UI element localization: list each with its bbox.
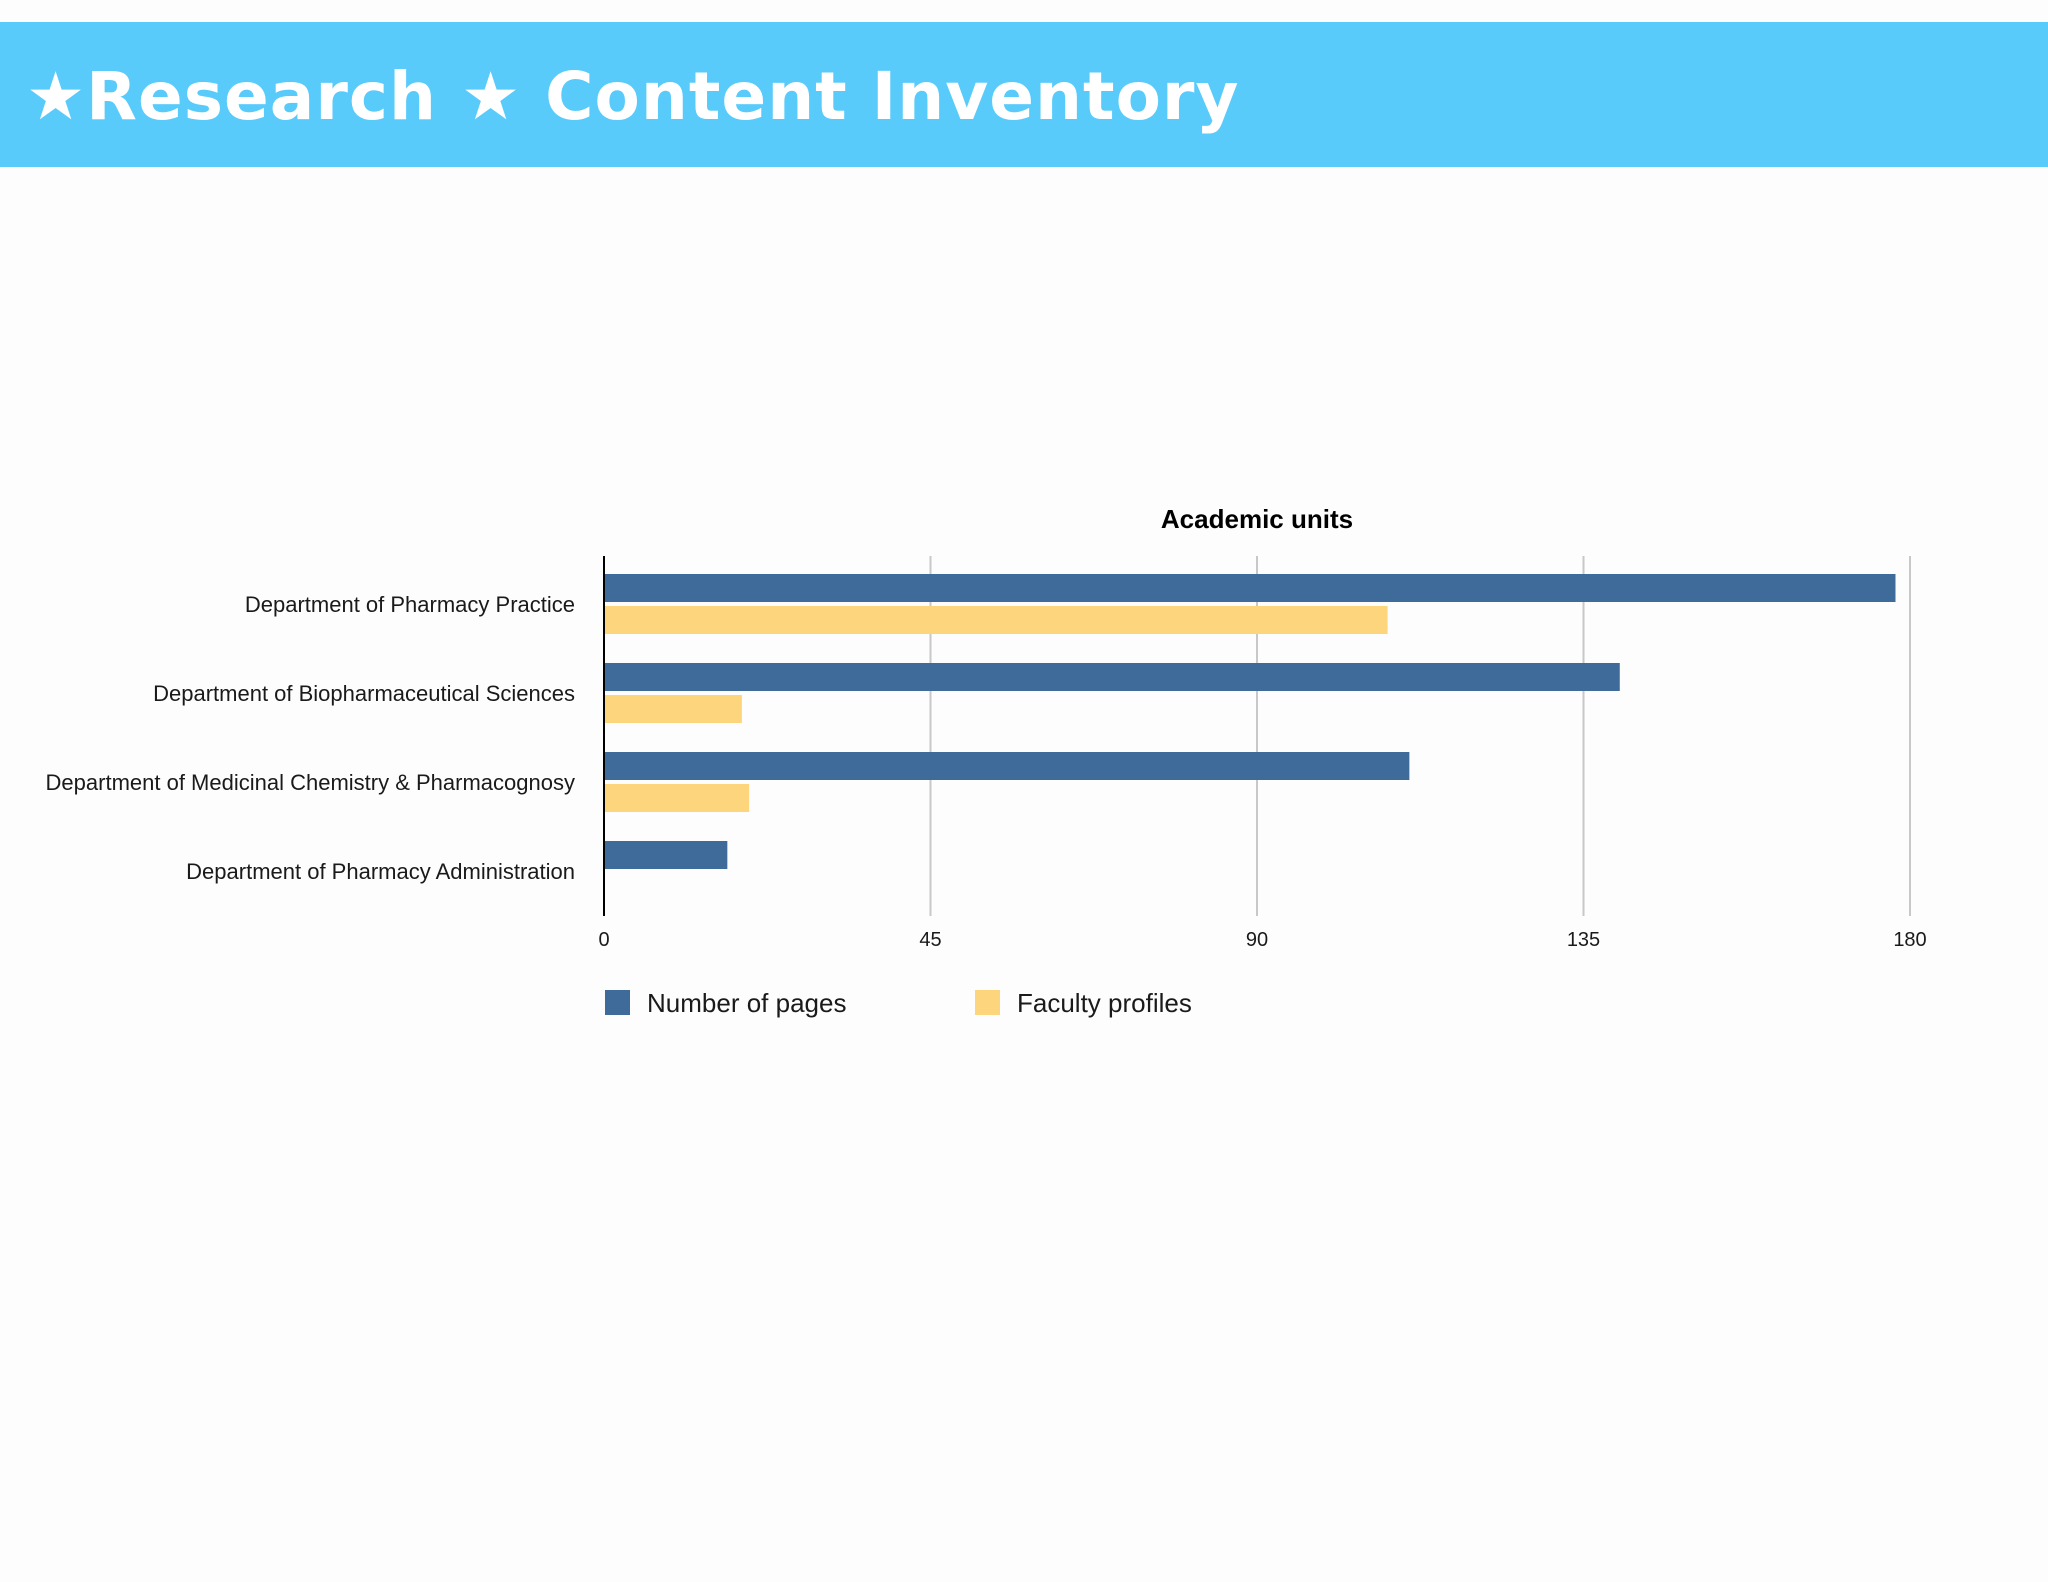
x-tick-label: 0 <box>598 929 609 951</box>
header-band <box>0 22 2048 167</box>
bar-faculty-profiles <box>604 695 742 723</box>
bar-faculty-profiles <box>604 606 1388 634</box>
bar-number-of-pages <box>604 752 1410 780</box>
chart-title: Academic units <box>1161 504 1353 534</box>
category-label: Department of Pharmacy Practice <box>245 592 575 617</box>
legend-label: Number of pages <box>647 988 846 1018</box>
x-tick-label: 90 <box>1246 929 1268 951</box>
bar-faculty-profiles <box>604 784 750 812</box>
bar-number-of-pages <box>604 574 1896 602</box>
legend: Number of pages Faculty profiles <box>605 988 1192 1018</box>
bar-number-of-pages <box>604 663 1620 691</box>
x-tick-labels: 0 45 90 135 180 <box>598 929 1926 951</box>
x-tick-label: 180 <box>1893 929 1926 951</box>
category-label: Department of Pharmacy Administration <box>186 859 575 884</box>
x-tick-label: 45 <box>919 929 941 951</box>
bar-number-of-pages <box>604 841 728 869</box>
legend-swatch <box>975 990 1000 1015</box>
legend-swatch <box>605 990 630 1015</box>
bars <box>604 574 1896 869</box>
category-label: Department of Biopharmaceutical Sciences <box>153 681 575 706</box>
category-labels: Department of Pharmacy Practice Departmen… <box>46 592 575 884</box>
category-label: Department of Medicinal Chemistry & Phar… <box>46 770 575 795</box>
slide-title: ★Research ★ Content Inventory <box>26 58 1240 135</box>
legend-label: Faculty profiles <box>1017 988 1192 1018</box>
x-tick-label: 135 <box>1567 929 1600 951</box>
